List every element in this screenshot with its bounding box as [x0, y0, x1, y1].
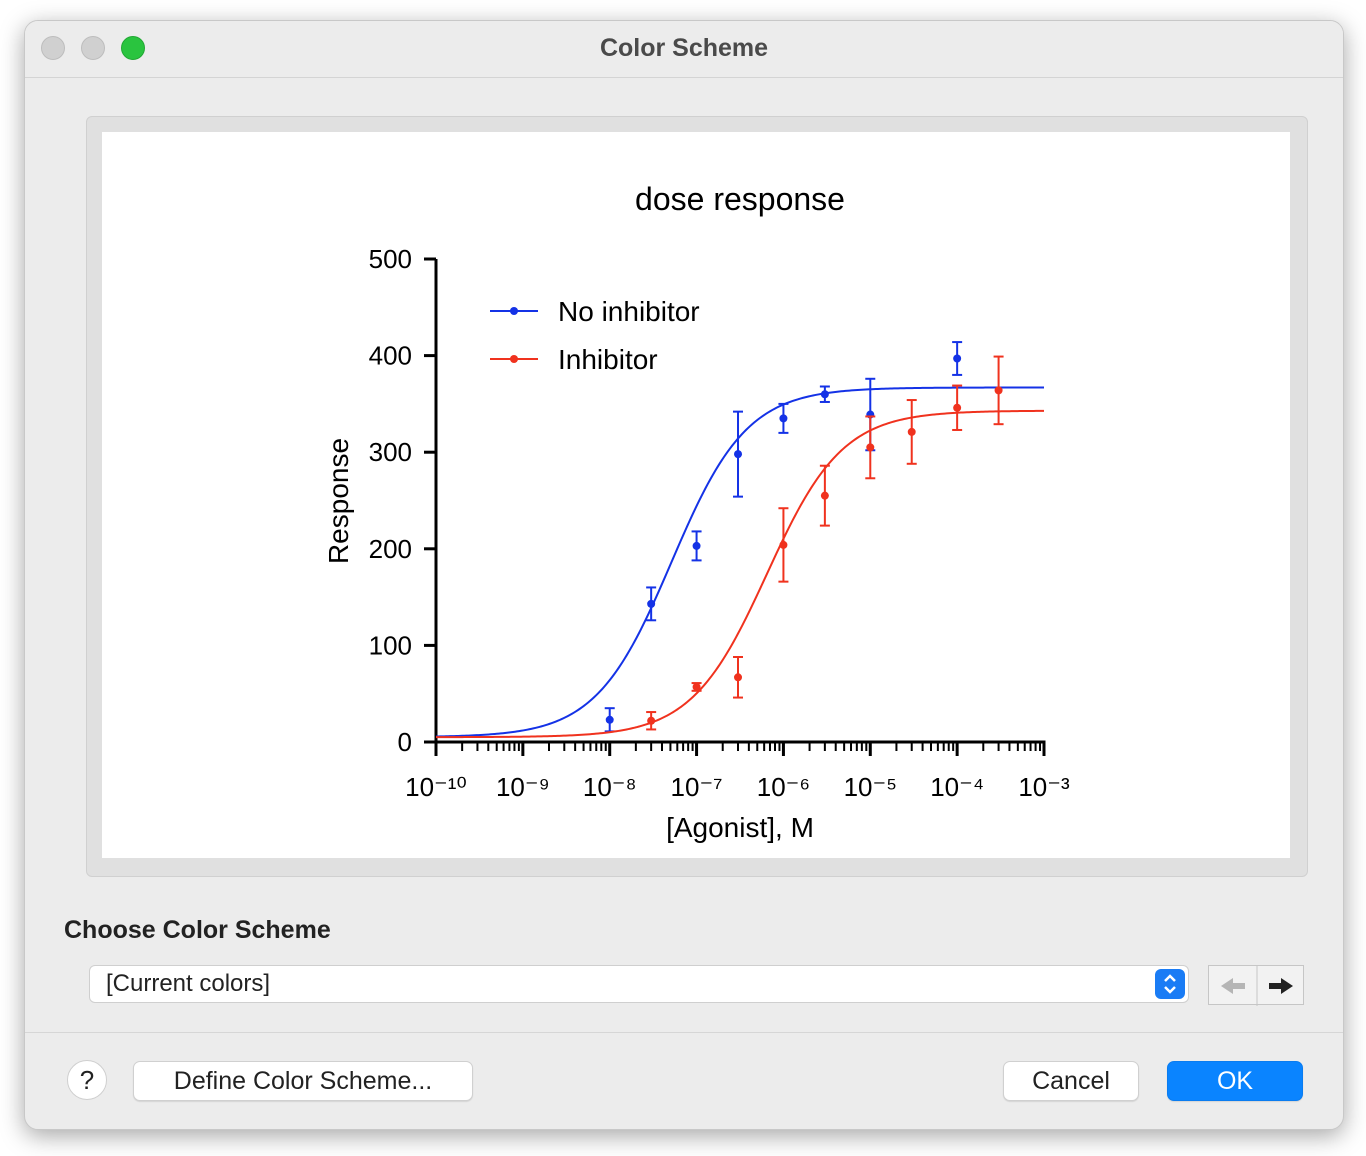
- fit-curve: [435, 386, 1044, 738]
- y-tick-label: 500: [369, 244, 412, 274]
- fit-curve: [436, 409, 1045, 739]
- data-point: [647, 599, 656, 608]
- data-point: [647, 716, 656, 725]
- close-button[interactable]: [41, 36, 65, 60]
- y-tick-label: 0: [398, 727, 412, 757]
- data-point: [866, 443, 875, 452]
- x-tick-label: 10⁻⁹: [496, 772, 550, 802]
- scheme-arrows: [1208, 965, 1304, 1006]
- data-point: [820, 491, 829, 500]
- data-point: [820, 390, 829, 399]
- select-value: [Current colors]: [106, 970, 271, 997]
- help-button[interactable]: ?: [67, 1060, 107, 1100]
- y-tick-label: 400: [369, 341, 412, 371]
- data-point: [692, 682, 701, 691]
- data-point: [953, 354, 962, 363]
- window-title: Color Scheme: [599, 34, 769, 62]
- data-point: [605, 715, 614, 724]
- data-point: [994, 386, 1003, 395]
- prev-arrow[interactable]: [1221, 978, 1245, 994]
- section-label: Choose Color Scheme: [64, 916, 331, 944]
- title-bar: Color Scheme: [25, 21, 1343, 78]
- data-point: [907, 427, 916, 436]
- cancel-button[interactable]: Cancel: [1003, 1061, 1139, 1101]
- x-axis-label: [Agonist], M: [666, 812, 814, 843]
- select-stepper: [1155, 969, 1185, 999]
- data-point: [779, 414, 788, 423]
- x-tick-label: 10⁻⁵: [844, 772, 897, 802]
- y-tick-label: 200: [369, 534, 412, 564]
- y-axis-label: Response: [323, 438, 354, 564]
- x-tick-label: 10⁻⁸: [583, 772, 637, 802]
- chart-title: dose response: [635, 181, 845, 217]
- arrow-icons: [1221, 966, 1293, 1006]
- data-point: [692, 541, 701, 550]
- scheme-select[interactable]: [Current colors]: [89, 965, 1189, 1003]
- zoom-button[interactable]: [121, 36, 145, 60]
- define-button[interactable]: Define Color Scheme...: [133, 1061, 473, 1101]
- stepper-icon: [1164, 974, 1176, 994]
- minimize-button[interactable]: [81, 36, 105, 60]
- legend-label: Inhibitor: [558, 344, 658, 375]
- x-tick-label: 10⁻³: [1018, 772, 1070, 802]
- x-tick-label: 10⁻¹⁰: [405, 772, 467, 802]
- x-tick-label: 10⁻⁶: [757, 772, 810, 802]
- y-tick-label: 300: [369, 437, 412, 467]
- data-point: [779, 540, 788, 549]
- next-arrow[interactable]: [1269, 978, 1293, 994]
- ok-button[interactable]: OK: [1167, 1061, 1303, 1101]
- dialog-window: Color Scheme dose response [Agonist], M Re…: [24, 20, 1344, 1130]
- chart: dose response [Agonist], M Response 0 100 200…: [102, 132, 1290, 858]
- legend-marker: [510, 307, 518, 315]
- y-tick-label: 100: [369, 630, 412, 660]
- x-tick-label: 10⁻⁷: [671, 772, 723, 802]
- x-tick-label: 10⁻⁴: [930, 772, 984, 802]
- data-point: [953, 403, 962, 412]
- separator: [25, 1032, 1343, 1033]
- legend-marker: [510, 355, 518, 363]
- data-point: [734, 673, 743, 682]
- legend-label: No inhibitor: [558, 296, 700, 327]
- data-point: [734, 450, 743, 459]
